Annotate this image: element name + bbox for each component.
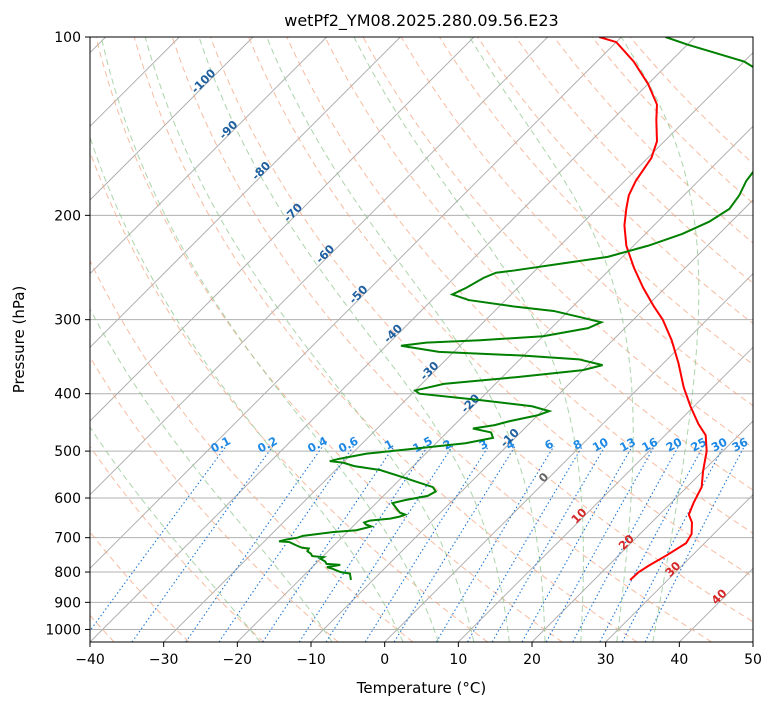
mixing-ratio-line	[644, 445, 746, 642]
isotherm-gridline	[90, 37, 401, 349]
mixing-ratio-label: 30	[709, 435, 730, 455]
temperature-profile-line	[598, 37, 708, 581]
mixing-ratio-line	[435, 445, 555, 642]
mixing-ratio-line	[218, 445, 355, 642]
y-tick-label: 500	[54, 444, 81, 460]
mixing-ratio-line	[521, 445, 633, 642]
isotherm-gridline	[457, 346, 753, 642]
mixing-ratio-line	[298, 445, 429, 642]
mixing-ratio-line	[325, 445, 454, 642]
dry-adiabat	[171, 37, 712, 642]
dry-adiabat	[515, 37, 753, 284]
y-tick-label: 900	[54, 595, 81, 611]
dewpoint-profile-line	[278, 37, 753, 581]
mixing-ratio-label: 36	[730, 435, 751, 455]
y-tick-label: 600	[54, 491, 81, 507]
chart-title: wetPf2_YM08.2025.280.09.56.E23	[284, 11, 558, 31]
isotherm-gridline	[90, 37, 475, 422]
dry-adiabat	[90, 259, 414, 642]
x-tick-label: −20	[223, 652, 253, 668]
isotherm-gridline	[90, 37, 254, 201]
moist-adiabat	[266, 37, 546, 642]
mixing-ratio-line	[262, 445, 395, 642]
x-tick-label: 20	[523, 652, 541, 668]
x-tick-label: 10	[449, 652, 467, 668]
mixing-ratio-line	[364, 445, 490, 642]
isotherm-gridline	[163, 51, 753, 642]
mixing-ratio-label: 13	[617, 435, 638, 455]
dry-adiabat	[629, 37, 753, 165]
y-tick-label: 300	[54, 313, 81, 329]
x-axis-label: Temperature (°C)	[356, 679, 486, 697]
x-tick-label: −30	[149, 652, 179, 668]
y-tick-label: 100	[54, 30, 81, 46]
dry-adiabat	[90, 445, 264, 642]
dry-adiabat	[133, 37, 638, 642]
dry-adiabat	[362, 37, 753, 449]
isotherm-gridline	[90, 37, 622, 570]
mixing-ratio-line	[185, 445, 324, 642]
y-tick-label: 200	[54, 208, 81, 224]
moist-adiabat	[90, 426, 261, 642]
mixing-ratio-line	[545, 445, 656, 642]
x-tick-label: −10	[296, 652, 326, 668]
x-tick-label: 30	[597, 652, 615, 668]
isotherm-gridline	[236, 125, 753, 642]
dry-adiabat	[95, 37, 563, 642]
mixing-ratio-label: 10	[590, 435, 611, 455]
mixing-ratio-label: 25	[688, 435, 709, 455]
moist-adiabat	[620, 37, 700, 642]
y-tick-label: 400	[54, 387, 81, 403]
moist-adiabat	[353, 37, 584, 642]
isotherm-gridline	[90, 37, 549, 496]
isotherm-gridline	[90, 37, 328, 275]
dry-adiabat	[248, 37, 753, 578]
x-tick-label: 40	[670, 652, 688, 668]
mixing-ratio-line	[393, 445, 516, 642]
y-tick-label: 1000	[45, 622, 81, 638]
moist-adiabat	[90, 308, 333, 642]
dry-adiabat	[591, 37, 753, 204]
moist-adiabat	[198, 37, 510, 642]
mixing-ratio-label: 16	[639, 435, 660, 455]
mixing-ratio-line	[621, 445, 725, 642]
mixing-ratio-line	[131, 445, 274, 642]
y-axis-label: Pressure (hPa)	[10, 286, 28, 394]
axes: −40 −30 −20 −10 0 10 20 30 40 50 100 200 300 400 500 60…	[45, 30, 762, 668]
x-tick-label: 50	[744, 652, 762, 668]
isotherm-gridline	[531, 420, 753, 642]
mixing-ratio-line	[467, 445, 584, 642]
dry-adiabat	[477, 37, 753, 325]
plot-area: 0.1 0.2 0.4 0.6 1 1.5 2 3 4 6 8 10 13 16 20 25 30 36-100-…	[90, 37, 753, 642]
moist-adiabat	[144, 37, 475, 642]
isotherm-gridline	[605, 493, 753, 642]
dry-adiabat	[210, 37, 753, 623]
mixing-ratio-label: 20	[664, 435, 685, 455]
y-tick-label: 800	[54, 565, 81, 581]
dry-adiabat	[324, 37, 753, 491]
y-tick-label: 700	[54, 531, 81, 547]
x-tick-label: −40	[75, 652, 105, 668]
plot-frame	[89, 36, 754, 643]
moist-adiabat	[100, 37, 439, 642]
moist-adiabat	[90, 135, 404, 642]
isotherm-gridline	[384, 272, 753, 642]
x-tick-label: 0	[380, 652, 389, 668]
isotherm-gridline	[90, 37, 696, 642]
dry-adiabat	[400, 37, 753, 407]
